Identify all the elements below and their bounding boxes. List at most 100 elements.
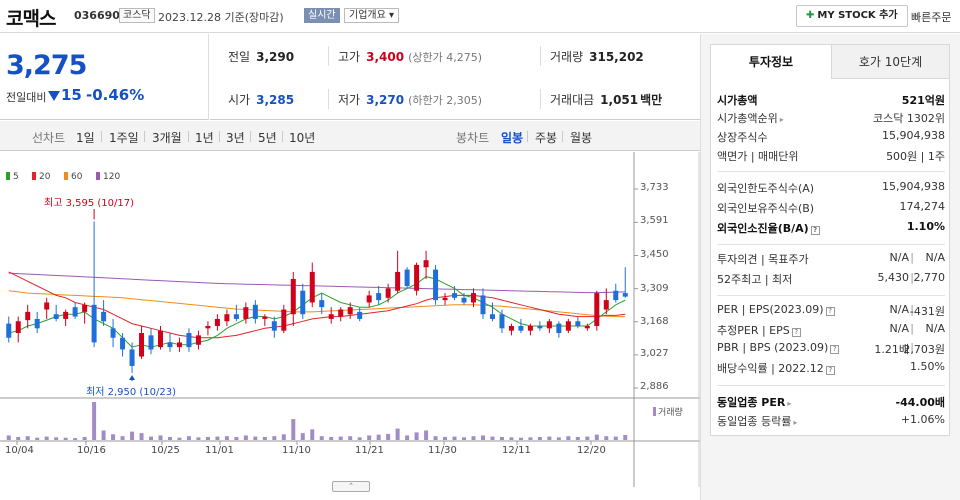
candle-weekly[interactable]: 주봉 xyxy=(535,131,558,145)
info-icon[interactable]: ? xyxy=(830,345,840,354)
info-label-text: 동일업종 PER xyxy=(717,396,786,409)
candle-body xyxy=(309,271,315,303)
info-value: 15,904,938 xyxy=(882,129,945,142)
info-icon[interactable]: ? xyxy=(825,366,835,375)
volume-bar xyxy=(471,436,476,440)
ma20-line xyxy=(8,271,626,339)
chart-canvas xyxy=(0,152,700,487)
volume-bar xyxy=(348,436,353,440)
legend-ma5-swatch xyxy=(6,172,10,180)
candle-body xyxy=(176,342,182,348)
info-row: 외국인한도주식수(A) 15,904,938 xyxy=(717,180,945,198)
volume-bar xyxy=(537,436,542,440)
period-3m[interactable]: 3개월 xyxy=(152,131,182,145)
legend-ma5-label: 5 xyxy=(13,172,19,182)
volume-bar xyxy=(186,436,191,440)
volume-bar xyxy=(262,436,267,440)
info-label: 투자의견 | 목표주가 xyxy=(717,253,809,266)
volume-bar xyxy=(623,435,628,440)
volume-bar xyxy=(73,438,78,440)
candle-body xyxy=(205,325,211,329)
volume-bar xyxy=(111,434,116,440)
volume-bar xyxy=(575,436,580,440)
current-price: 3,275 xyxy=(6,50,87,81)
info-label: 동일업종 PER ▸ xyxy=(717,394,791,410)
divider xyxy=(540,89,541,109)
info-value: 5,430 xyxy=(877,271,910,284)
ma120-line xyxy=(8,272,626,294)
info-label-text: 배당수익률 | 2022.12 xyxy=(717,362,824,375)
volume-bar xyxy=(234,436,239,440)
summary-prev: 전일 3,290 xyxy=(228,48,294,65)
candle-chart-label: 봉차트 xyxy=(456,131,490,145)
legend-ma120-label: 120 xyxy=(103,172,121,182)
separator: | xyxy=(910,322,914,335)
change-value: 15 xyxy=(61,86,82,104)
candle-monthly[interactable]: 월봉 xyxy=(570,131,593,145)
info-icon[interactable]: ? xyxy=(810,226,820,235)
info-row: 액면가 | 매매단위 500원 | 1주 xyxy=(717,148,945,166)
info-icon[interactable]: ? xyxy=(791,328,801,337)
volume-bar xyxy=(528,437,533,440)
info-row: 외국인소진율(B/A)? 1.10% xyxy=(717,220,945,238)
volume-bar xyxy=(480,435,485,440)
ma60-line xyxy=(8,290,626,318)
realtime-badge[interactable]: 실시간 xyxy=(304,8,340,23)
summary-open-label: 시가 xyxy=(228,93,251,107)
volume-bar xyxy=(613,436,618,440)
candle-body xyxy=(271,321,277,331)
info-icon[interactable]: ? xyxy=(825,307,835,316)
summary-amount: 거래대금 1,051 백만 xyxy=(550,91,662,108)
info-row: 추정PER | EPS? N/A | N/A xyxy=(717,322,945,340)
volume-bar xyxy=(205,436,210,440)
period-5y[interactable]: 5년 xyxy=(258,131,277,145)
x-tick: 10/25 xyxy=(151,445,180,456)
candle-body xyxy=(565,321,571,331)
candle-body xyxy=(129,349,135,366)
volume-bar xyxy=(405,435,410,440)
volume-bar xyxy=(395,428,400,440)
candle-body xyxy=(262,316,268,319)
company-info-button[interactable]: 기업개요 ▾ xyxy=(344,8,399,23)
volume-bar xyxy=(566,436,571,440)
price-chart[interactable]: 5 20 60 120 3,733 3,591 3,450 3,309 3,16… xyxy=(0,152,700,487)
volume-bar xyxy=(357,437,362,440)
info-row: 52주최고 | 최저 5,430 | 2,770 xyxy=(717,271,945,289)
summary-lower-limit: (하한가 2,305) xyxy=(408,94,482,107)
y-tick: 3,309 xyxy=(640,283,669,294)
candle-daily[interactable]: 일봉 xyxy=(501,131,524,145)
period-1y[interactable]: 1년 xyxy=(195,131,214,145)
period-3y[interactable]: 3년 xyxy=(226,131,245,145)
quick-order-button[interactable]: 빠른주문 xyxy=(911,11,952,24)
legend-ma60: 60 xyxy=(64,172,82,182)
candle-body xyxy=(214,318,220,326)
period-1w[interactable]: 1주일 xyxy=(109,131,139,145)
divider xyxy=(188,131,189,142)
volume-bar xyxy=(215,436,220,440)
info-row: 동일업종 PER ▸ -44.00배 xyxy=(717,394,945,412)
info-label: 추정PER | EPS? xyxy=(717,322,801,338)
candle-body xyxy=(594,293,600,326)
add-mystock-button[interactable]: ✚ MY STOCK 추가 xyxy=(796,5,908,27)
candle-body xyxy=(518,325,524,331)
candle-body xyxy=(404,269,410,287)
legend-ma20-label: 20 xyxy=(39,172,51,182)
tab-order-book[interactable]: 호가 10단계 xyxy=(831,45,949,79)
candle-body xyxy=(139,333,145,357)
x-tick: 10/16 xyxy=(77,445,106,456)
info-value: 2,703원 xyxy=(903,343,945,356)
investment-info-panel: 투자정보 호가 10단계 시가총액 521억원 시가총액순위 ▸ 코스닥 1302위 … xyxy=(710,44,950,436)
stock-name: 코맥스 xyxy=(6,8,56,30)
volume-bar xyxy=(338,436,343,440)
tab-investment-info[interactable]: 투자정보 xyxy=(711,45,831,79)
period-10y[interactable]: 10년 xyxy=(289,131,316,145)
chart-scroll-handle[interactable]: ⌃ xyxy=(332,481,370,492)
period-1d[interactable]: 1일 xyxy=(76,131,95,145)
info-row: 상장주식수 15,904,938 xyxy=(717,129,945,147)
volume-bar xyxy=(16,436,21,440)
stock-code: 036690 xyxy=(74,9,120,22)
candle-body xyxy=(44,302,50,310)
arrow-icon: ▸ xyxy=(787,399,792,408)
volume-bar xyxy=(556,437,561,440)
volume-bar xyxy=(281,434,286,440)
